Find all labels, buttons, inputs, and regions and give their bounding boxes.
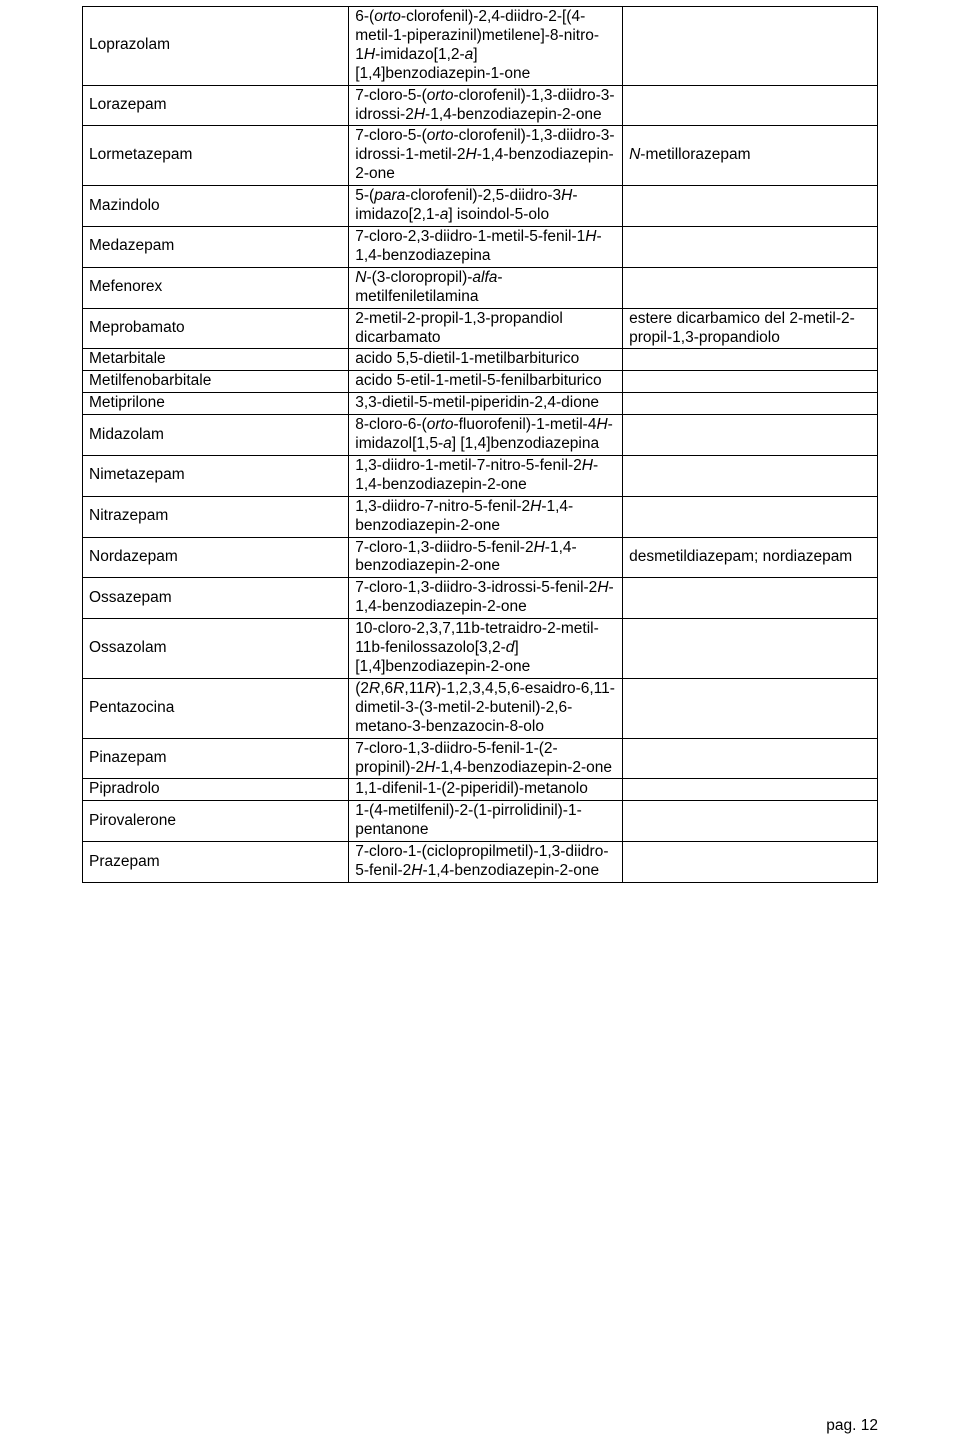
cell-synonym: [623, 455, 878, 496]
cell-chemical: 7-cloro-1,3-diidro-3-idrossi-5-fenil-2H-…: [349, 578, 623, 619]
table-row: Ossazolam10-cloro-2,3,7,11b-tetraidro-2-…: [83, 619, 878, 679]
table-row: Metilfenobarbitaleacido 5-etil-1-metil-5…: [83, 371, 878, 393]
cell-name: Prazepam: [83, 842, 349, 883]
cell-name: Pinazepam: [83, 738, 349, 779]
cell-chemical: 5-(para-clorofenil)-2,5-diidro-3H-imidaz…: [349, 186, 623, 227]
table-row: Prazepam7-cloro-1-(ciclopropilmetil)-1,3…: [83, 842, 878, 883]
cell-synonym: [623, 779, 878, 801]
table-row: Lormetazepam7-cloro-5-(orto-clorofenil)-…: [83, 126, 878, 186]
cell-chemical: acido 5,5-dietil-1-metilbarbiturico: [349, 349, 623, 371]
table-row: Pipradrolo1,1-difenil-1-(2-piperidil)-me…: [83, 779, 878, 801]
cell-name: Nimetazepam: [83, 455, 349, 496]
cell-name: Pirovalerone: [83, 801, 349, 842]
cell-synonym: [623, 371, 878, 393]
cell-name: Ossazepam: [83, 578, 349, 619]
cell-name: Metarbitale: [83, 349, 349, 371]
page-container: Loprazolam6-(orto-clorofenil)-2,4-diidro…: [0, 0, 960, 1451]
cell-name: Pentazocina: [83, 678, 349, 738]
substances-table: Loprazolam6-(orto-clorofenil)-2,4-diidro…: [82, 6, 878, 883]
cell-synonym: [623, 267, 878, 308]
cell-chemical: 7-cloro-1,3-diidro-5-fenil-1-(2-propinil…: [349, 738, 623, 779]
cell-name: Meprobamato: [83, 308, 349, 349]
cell-chemical: (2R,6R,11R)-1,2,3,4,5,6-esaidro-6,11-dim…: [349, 678, 623, 738]
table-row: Nordazepam7-cloro-1,3-diidro-5-fenil-2H-…: [83, 537, 878, 578]
cell-name: Pipradrolo: [83, 779, 349, 801]
table-row: Loprazolam6-(orto-clorofenil)-2,4-diidro…: [83, 7, 878, 86]
cell-synonym: [623, 738, 878, 779]
table-row: Midazolam8-cloro-6-(orto-fluorofenil)-1-…: [83, 415, 878, 456]
cell-chemical: 1,3-diidro-1-metil-7-nitro-5-fenil-2H-1,…: [349, 455, 623, 496]
table-row: Pinazepam7-cloro-1,3-diidro-5-fenil-1-(2…: [83, 738, 878, 779]
cell-chemical: 10-cloro-2,3,7,11b-tetraidro-2-metil-11b…: [349, 619, 623, 679]
cell-chemical: 6-(orto-clorofenil)-2,4-diidro-2-[(4-met…: [349, 7, 623, 86]
cell-synonym: estere dicarbamico del 2-metil-2-propil-…: [623, 308, 878, 349]
cell-synonym: [623, 186, 878, 227]
page-footer: pag. 12: [826, 1417, 878, 1435]
cell-name: Ossazolam: [83, 619, 349, 679]
cell-name: Loprazolam: [83, 7, 349, 86]
cell-chemical: 7-cloro-2,3-diidro-1-metil-5-fenil-1H-1,…: [349, 226, 623, 267]
table-row: Mazindolo5-(para-clorofenil)-2,5-diidro-…: [83, 186, 878, 227]
cell-name: Mazindolo: [83, 186, 349, 227]
cell-synonym: [623, 85, 878, 126]
cell-synonym: [623, 393, 878, 415]
cell-synonym: [623, 349, 878, 371]
cell-chemical: 7-cloro-1-(ciclopropilmetil)-1,3-diidro-…: [349, 842, 623, 883]
cell-synonym: [623, 496, 878, 537]
cell-synonym: [623, 226, 878, 267]
table-row: Pirovalerone1-(4-metilfenil)-2-(1-pirrol…: [83, 801, 878, 842]
cell-chemical: 7-cloro-5-(orto-clorofenil)-1,3-diidro-3…: [349, 85, 623, 126]
cell-chemical: 7-cloro-5-(orto-clorofenil)-1,3-diidro-3…: [349, 126, 623, 186]
cell-synonym: [623, 842, 878, 883]
cell-chemical: 1,1-difenil-1-(2-piperidil)-metanolo: [349, 779, 623, 801]
cell-synonym: N-metillorazepam: [623, 126, 878, 186]
cell-chemical: 8-cloro-6-(orto-fluorofenil)-1-metil-4H-…: [349, 415, 623, 456]
cell-name: Nordazepam: [83, 537, 349, 578]
cell-synonym: [623, 678, 878, 738]
table-row: Metarbitaleacido 5,5-dietil-1-metilbarbi…: [83, 349, 878, 371]
cell-name: Lorazepam: [83, 85, 349, 126]
table-row: Nimetazepam1,3-diidro-1-metil-7-nitro-5-…: [83, 455, 878, 496]
table-body: Loprazolam6-(orto-clorofenil)-2,4-diidro…: [83, 7, 878, 883]
cell-name: Metilfenobarbitale: [83, 371, 349, 393]
cell-synonym: desmetildiazepam; nordiazepam: [623, 537, 878, 578]
table-row: Pentazocina(2R,6R,11R)-1,2,3,4,5,6-esaid…: [83, 678, 878, 738]
cell-synonym: [623, 619, 878, 679]
cell-chemical: N-(3-cloropropil)-alfa-metilfeniletilami…: [349, 267, 623, 308]
table-row: Medazepam7-cloro-2,3-diidro-1-metil-5-fe…: [83, 226, 878, 267]
table-row: Meprobamato2-metil-2-propil-1,3-propandi…: [83, 308, 878, 349]
table-row: MefenorexN-(3-cloropropil)-alfa-metilfen…: [83, 267, 878, 308]
cell-chemical: 1-(4-metilfenil)-2-(1-pirrolidinil)-1-pe…: [349, 801, 623, 842]
table-row: Lorazepam7-cloro-5-(orto-clorofenil)-1,3…: [83, 85, 878, 126]
cell-chemical: 7-cloro-1,3-diidro-5-fenil-2H-1,4-benzod…: [349, 537, 623, 578]
cell-synonym: [623, 578, 878, 619]
cell-chemical: 3,3-dietil-5-metil-piperidin-2,4-dione: [349, 393, 623, 415]
cell-synonym: [623, 7, 878, 86]
table-row: Ossazepam7-cloro-1,3-diidro-3-idrossi-5-…: [83, 578, 878, 619]
cell-name: Midazolam: [83, 415, 349, 456]
cell-name: Lormetazepam: [83, 126, 349, 186]
table-row: Nitrazepam1,3-diidro-7-nitro-5-fenil-2H-…: [83, 496, 878, 537]
cell-chemical: acido 5-etil-1-metil-5-fenilbarbiturico: [349, 371, 623, 393]
cell-chemical: 1,3-diidro-7-nitro-5-fenil-2H-1,4-benzod…: [349, 496, 623, 537]
table-row: Metiprilone3,3-dietil-5-metil-piperidin-…: [83, 393, 878, 415]
cell-synonym: [623, 415, 878, 456]
cell-name: Metiprilone: [83, 393, 349, 415]
cell-synonym: [623, 801, 878, 842]
cell-chemical: 2-metil-2-propil-1,3-propandiol dicarbam…: [349, 308, 623, 349]
cell-name: Medazepam: [83, 226, 349, 267]
cell-name: Nitrazepam: [83, 496, 349, 537]
cell-name: Mefenorex: [83, 267, 349, 308]
